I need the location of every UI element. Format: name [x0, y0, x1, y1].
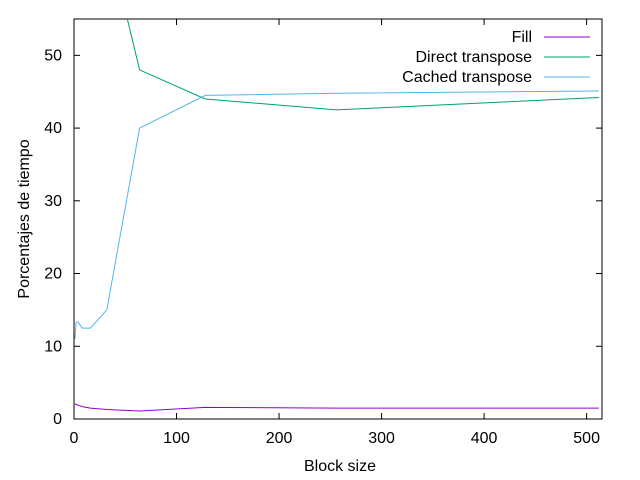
series-line-direct-transpose [126, 19, 599, 111]
y-tick-label: 50 [44, 47, 62, 64]
x-tick-label: 200 [266, 430, 293, 447]
legend-label-direct-transpose: Direct transpose [416, 49, 533, 66]
series-line-fill [74, 403, 599, 412]
y-tick-label: 20 [44, 266, 62, 283]
x-tick-label: 100 [163, 430, 190, 447]
x-tick-label: 400 [471, 430, 498, 447]
x-tick-label: 300 [368, 430, 395, 447]
plot-frame [73, 18, 603, 420]
y-tick-label: 30 [44, 193, 62, 210]
legend: Fill Direct transpose Cached transpose [402, 29, 590, 86]
x-tick-label: 0 [70, 430, 79, 447]
y-axis-label: Porcentajes de tiempo [16, 139, 33, 298]
x-tick-label: 500 [573, 430, 600, 447]
y-tick-label: 10 [44, 338, 62, 355]
series-line-cached-transpose [74, 90, 599, 340]
x-axis: 0 100 200 300 400 500 [70, 19, 600, 447]
legend-label-cached-transpose: Cached transpose [402, 69, 532, 86]
y-tick-label: 0 [53, 411, 62, 428]
series-lines [74, 19, 599, 412]
x-axis-label: Block size [304, 458, 376, 475]
y-tick-label: 40 [44, 120, 62, 137]
y-axis: 0 10 20 30 40 50 [44, 47, 602, 428]
legend-label-fill: Fill [512, 29, 532, 46]
